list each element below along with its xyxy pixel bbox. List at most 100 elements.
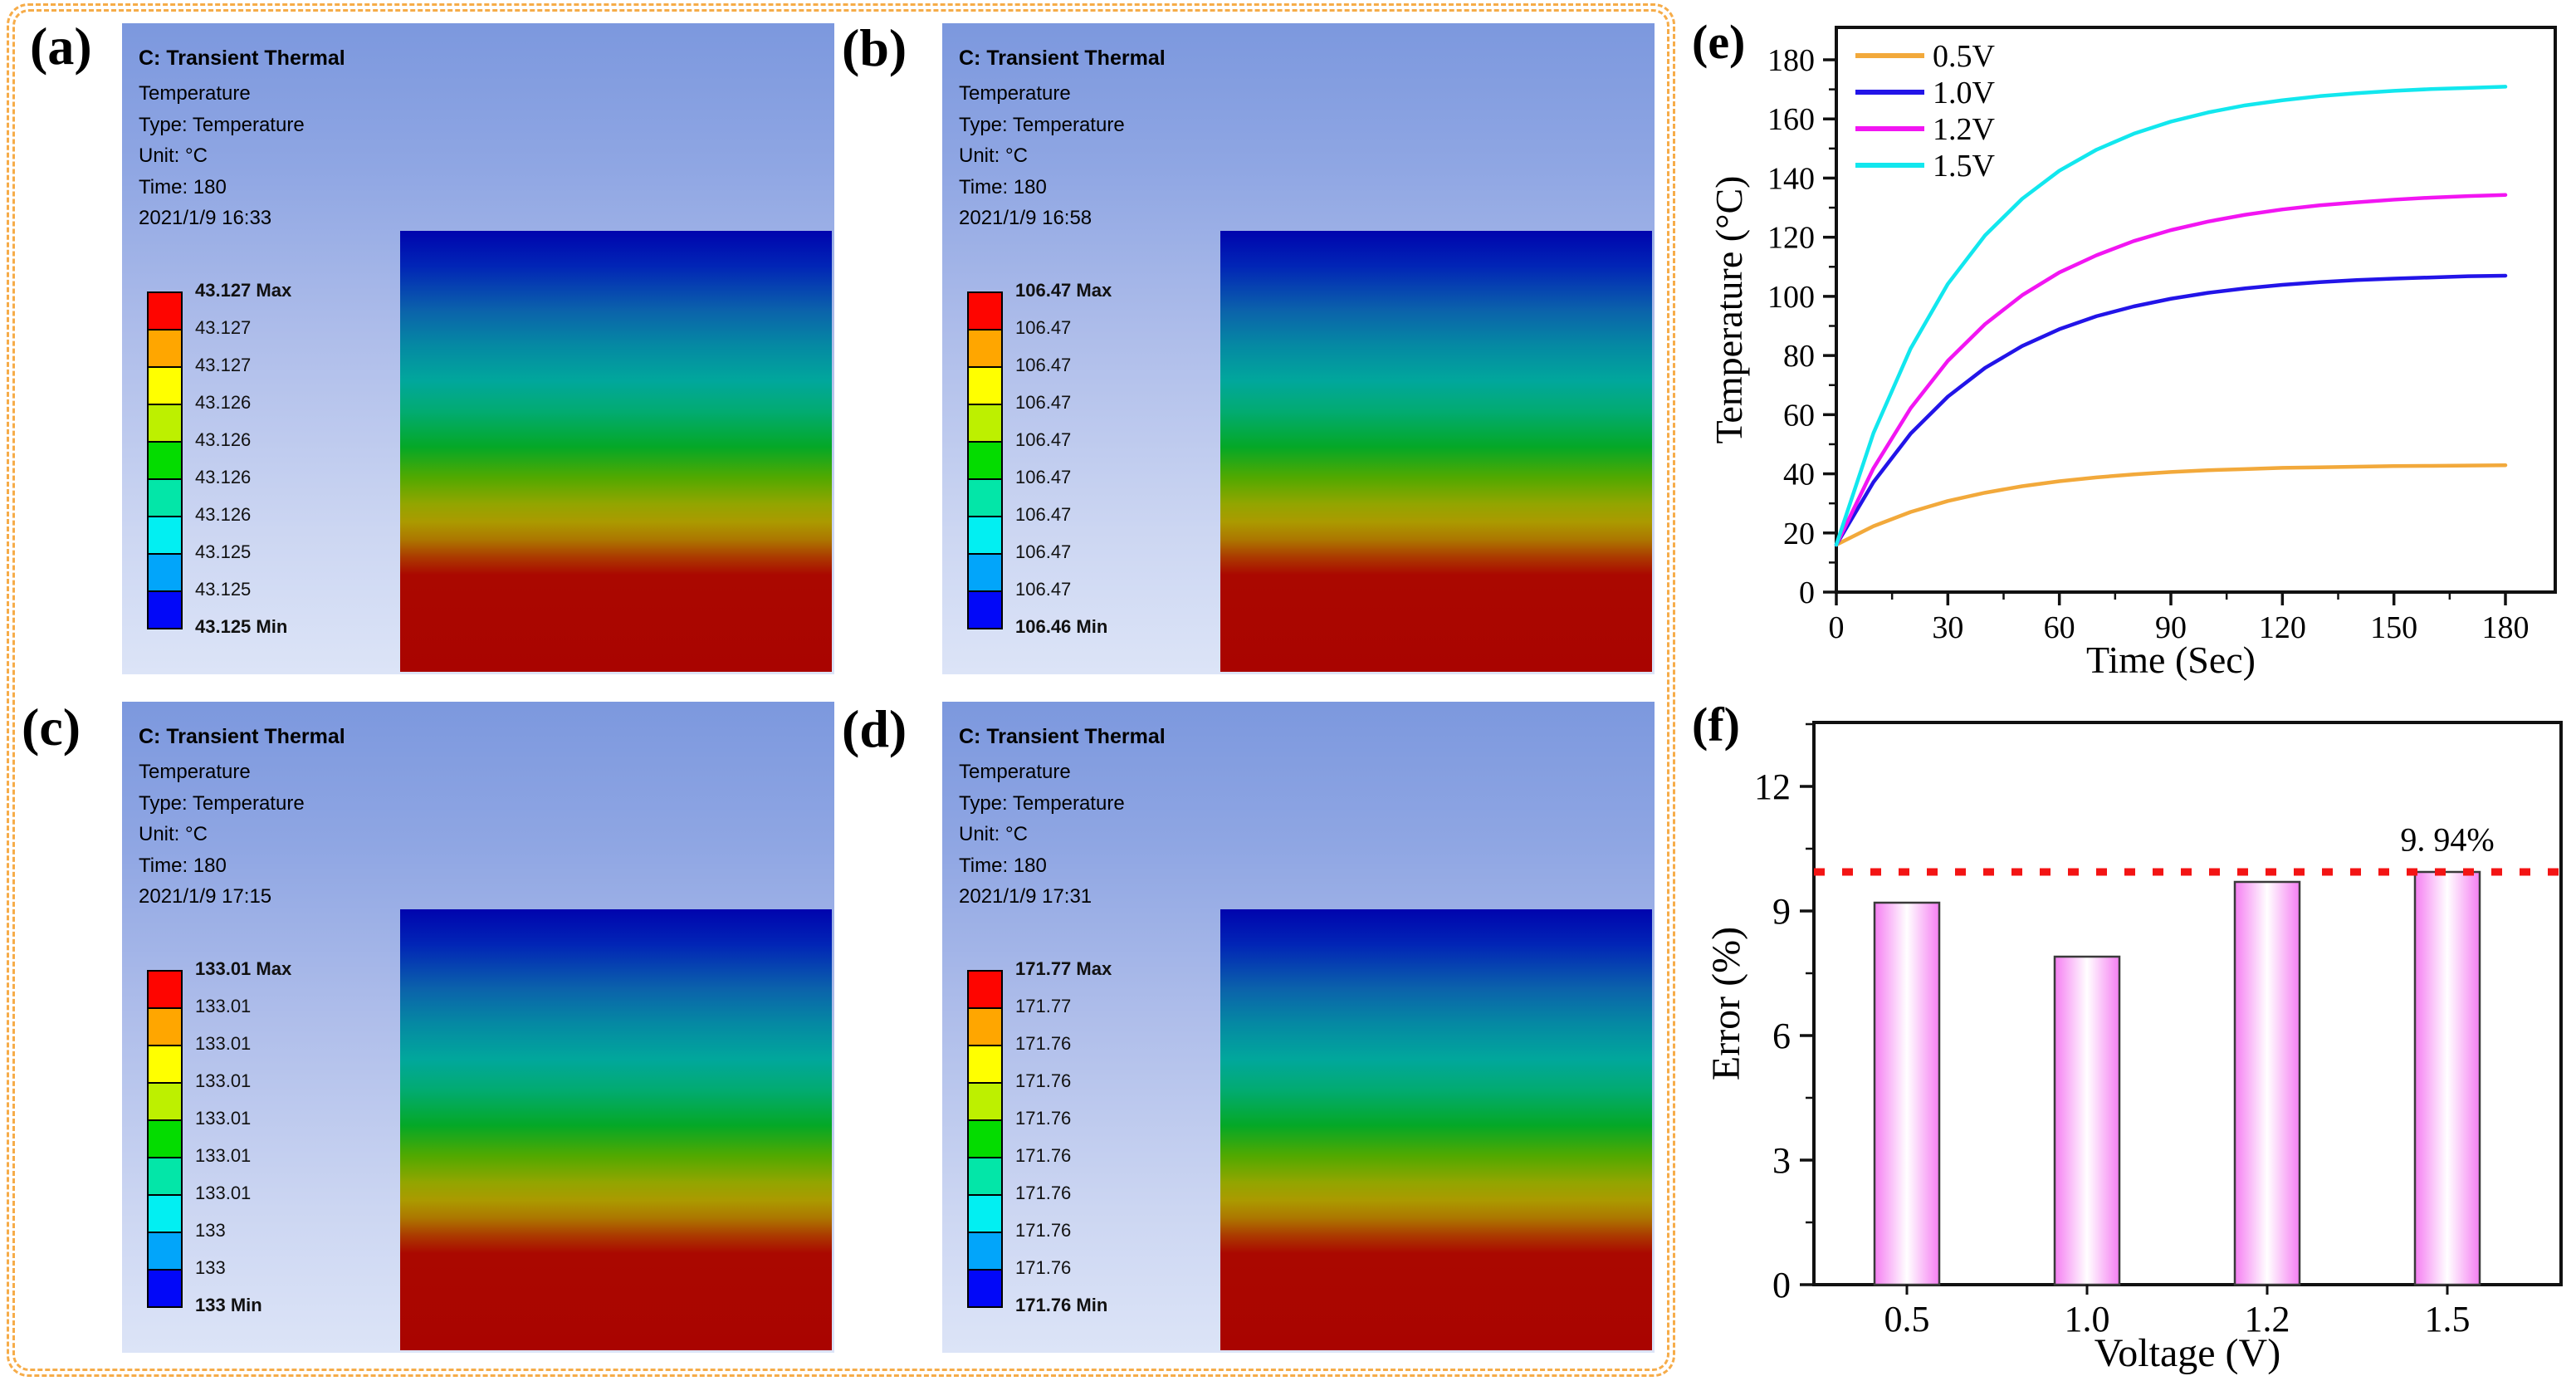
y-tick-label: 100 — [1767, 280, 1815, 315]
colorbar-value-label: 171.76 — [1015, 1033, 1072, 1054]
colorbar-swatch — [967, 441, 1003, 480]
ansys-info-line: 2021/1/9 16:58 — [959, 207, 1092, 229]
ansys-info-line: 2021/1/9 17:15 — [139, 885, 272, 908]
series-line-1.2V — [1834, 193, 2508, 547]
colorbar-swatch — [147, 1157, 183, 1196]
temperature-colorbar-legend: 171.77 Max 171.77 171.76 171.76 171.76 171.76… — [967, 958, 1208, 1319]
colorbar-value-label: 133.01 — [195, 1183, 252, 1203]
colorbar-swatch — [147, 366, 183, 405]
x-tick-label: 1.5 — [2425, 1299, 2471, 1339]
temperature-colorbar-legend: 133.01 Max 133.01 133.01 133.01 133.01 133.01… — [147, 958, 388, 1319]
colorbar-swatch — [967, 1007, 1003, 1046]
x-axis-title: Time (Sec) — [2086, 639, 2256, 681]
y-tick-label: 6 — [1772, 1016, 1791, 1056]
ansys-info-line: Type: Temperature — [959, 113, 1125, 136]
colorbar-value-label: 43.126 — [195, 392, 252, 413]
plot-box — [1812, 721, 2563, 1286]
colorbar-swatch — [967, 590, 1003, 629]
colorbar-value-label: 106.47 — [1015, 579, 1072, 600]
y-tick-label: 12 — [1754, 766, 1791, 807]
colorbar-value-label: 133.01 — [195, 1070, 252, 1091]
colorbar-swatch — [967, 1269, 1003, 1308]
colorbar-value-label: 133.01 — [195, 1145, 252, 1166]
y-tick-label: 140 — [1767, 161, 1815, 196]
ansys-panel-title: C: Transient Thermal — [139, 725, 345, 748]
colorbar-swatch — [967, 516, 1003, 555]
ansys-info-line: Unit: °C — [139, 823, 208, 845]
colorbar-value-label: 133.01 Max — [195, 958, 292, 979]
ansys-panel-d: C: Transient Thermal Temperature Type: Te… — [942, 702, 1655, 1353]
y-tick-label: 120 — [1767, 221, 1815, 256]
colorbar-swatch — [967, 1045, 1003, 1084]
colorbar-swatch — [147, 1194, 183, 1233]
ansys-info-line: Type: Temperature — [959, 791, 1125, 815]
series-line-0.5V — [1834, 463, 2508, 547]
temperature-vs-time-line-chart: 0 30 60 90 120 150 180 0 20 40 60 80 100 120 140 160 180… — [1708, 26, 2557, 681]
colorbar-swatch — [147, 590, 183, 629]
colorbar-value-label: 106.47 — [1015, 429, 1072, 450]
y-tick-label: 180 — [1767, 43, 1815, 78]
x-axis-title: Voltage (V) — [2095, 1331, 2280, 1375]
y-tick-label: 80 — [1783, 339, 1815, 374]
ansys-info-line: Unit: °C — [959, 144, 1028, 167]
colorbar-swatch — [967, 404, 1003, 443]
y-tick-label: 60 — [1783, 398, 1815, 433]
panel-label-d: (d) — [842, 699, 907, 758]
series-line-1.5V — [1834, 85, 2508, 547]
colorbar-swatch — [147, 1007, 183, 1046]
error-vs-voltage-bar-chart: 0 3 6 9 12 0.5 1.0 1.2 1.5 9. 94% Voltage (V) Error… — [1704, 721, 2563, 1375]
x-tick-label: 150 — [2370, 610, 2417, 645]
colorbar-swatch — [967, 366, 1003, 405]
ansys-panel-title: C: Transient Thermal — [139, 47, 345, 70]
bar-0.5v — [1873, 901, 1941, 1286]
ansys-info-line: Time: 180 — [959, 854, 1047, 877]
colorbar-value-label: 133.01 — [195, 1033, 252, 1054]
y-tick-label: 0 — [1772, 1265, 1791, 1305]
colorbar-swatch — [147, 291, 183, 331]
colorbar-value-label: 43.126 — [195, 467, 252, 487]
colorbar-value-label: 133 — [195, 1257, 226, 1278]
ansys-info-line: Type: Temperature — [139, 113, 305, 136]
colorbar-value-label: 133.01 — [195, 996, 252, 1016]
chart-label-f: (f) — [1692, 698, 1740, 752]
simulation-frame-border-inner — [12, 9, 1669, 1371]
colorbar-value-label: 43.126 — [195, 504, 252, 525]
temperature-colorbar-legend: 106.47 Max 106.47 106.47 106.47 106.47 106.47… — [967, 280, 1208, 640]
x-tick-label: 60 — [2044, 610, 2075, 645]
x-tick-label: 30 — [1932, 610, 1963, 645]
y-axis-title: Temperature (°C) — [1708, 176, 1750, 444]
colorbar-value-label: 106.47 — [1015, 541, 1072, 562]
colorbar-swatch — [147, 478, 183, 517]
colorbar-value-label: 171.77 Max — [1015, 958, 1112, 979]
colorbar-value-label: 43.125 — [195, 541, 252, 562]
ansys-panel-c: C: Transient Thermal Temperature Type: Te… — [122, 702, 834, 1353]
colorbar-value-label: 106.46 Min — [1015, 616, 1108, 637]
x-tick-label: 0 — [1829, 610, 1845, 645]
colorbar-swatch — [147, 1045, 183, 1084]
y-axis-title: Error (%) — [1704, 927, 1748, 1080]
ansys-info-lines: Temperature Type: Temperature Unit: °C Time… — [139, 78, 305, 234]
colorbar-value-label: 106.47 — [1015, 504, 1072, 525]
plot-box — [1835, 26, 2557, 594]
colorbar-swatch — [967, 1119, 1003, 1158]
colorbar-swatch — [147, 516, 183, 555]
colorbar-swatch — [967, 291, 1003, 331]
series-line-1.0V — [1834, 273, 2508, 547]
y-tick-label: 160 — [1767, 102, 1815, 137]
bar-value-annotation: 9. 94% — [2400, 821, 2494, 859]
ansys-info-line: Temperature — [139, 761, 251, 783]
colorbar-swatch — [147, 441, 183, 480]
ansys-info-line: Time: 180 — [139, 175, 227, 198]
y-tick-label: 0 — [1799, 575, 1815, 610]
y-tick-label: 20 — [1783, 517, 1815, 551]
colorbar-value-label: 171.76 — [1015, 1183, 1072, 1203]
colorbar-swatch — [147, 329, 183, 368]
colorbar-value-label: 106.47 — [1015, 317, 1072, 338]
colorbar-swatch — [147, 1232, 183, 1271]
panel-label-a: (a) — [30, 17, 92, 76]
colorbar-value-label: 171.76 — [1015, 1145, 1072, 1166]
colorbar-swatch — [147, 1269, 183, 1308]
temperature-colorbar-legend: 43.127 Max 43.127 43.127 43.126 43.126 43.126… — [147, 280, 388, 640]
x-tick-label: 1.0 — [2065, 1299, 2110, 1339]
